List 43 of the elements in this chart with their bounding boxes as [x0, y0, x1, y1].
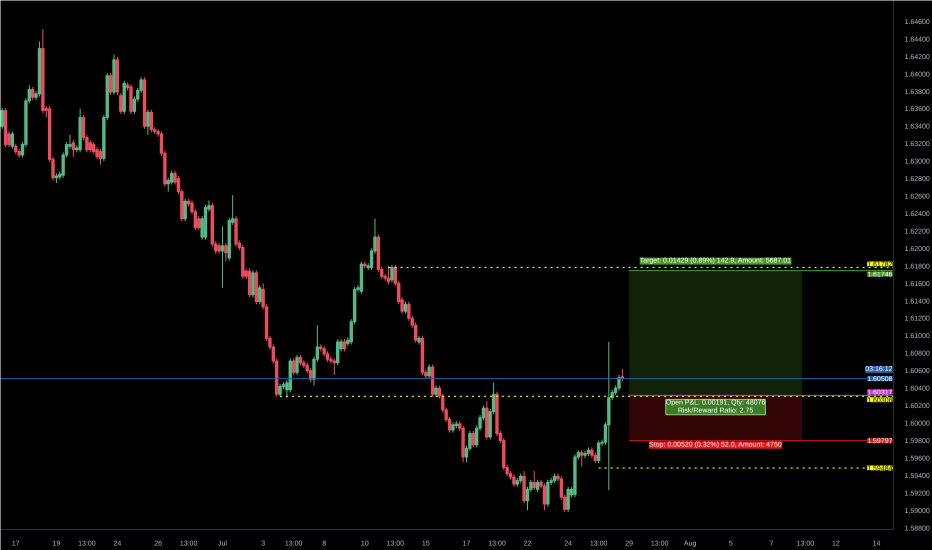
candlestick [98, 148, 102, 166]
candlestick [224, 242, 228, 262]
candlestick [580, 450, 584, 468]
candlestick [258, 284, 262, 305]
candlestick [150, 109, 153, 133]
candlestick [146, 109, 150, 136]
candlestick [14, 143, 18, 155]
candlestick [532, 470, 536, 491]
candlestick [512, 474, 516, 488]
candlestick [542, 482, 546, 511]
candlestick [248, 268, 252, 298]
candlestick [220, 226, 224, 288]
candlestick [217, 242, 221, 254]
candlestick [596, 440, 600, 464]
candlestick [552, 473, 556, 484]
candlestick [342, 338, 346, 352]
candlestick [54, 172, 58, 184]
candlestick [108, 72, 112, 96]
candlestick [0, 107, 4, 130]
candlestick [295, 354, 299, 376]
candlestick [184, 198, 187, 222]
candlestick [386, 265, 390, 285]
candlestick [292, 358, 296, 376]
candlestick [519, 473, 522, 484]
candlestick [546, 479, 550, 508]
candlestick [278, 383, 282, 398]
candlestick [404, 301, 408, 314]
candlestick [472, 430, 475, 448]
candlestick [332, 358, 336, 376]
candlestick [434, 384, 438, 398]
candlestick [566, 486, 570, 513]
candlestick [10, 130, 14, 150]
candlestick [390, 264, 394, 283]
candlestick [88, 140, 92, 153]
candlestick [72, 140, 76, 158]
candlestick [298, 354, 302, 366]
candlestick [451, 422, 455, 434]
candlestick [119, 92, 122, 114]
candlestick [197, 216, 200, 231]
candlestick [428, 364, 431, 379]
candlestick [536, 479, 540, 492]
candlestick [31, 86, 34, 101]
candlestick [336, 338, 340, 366]
